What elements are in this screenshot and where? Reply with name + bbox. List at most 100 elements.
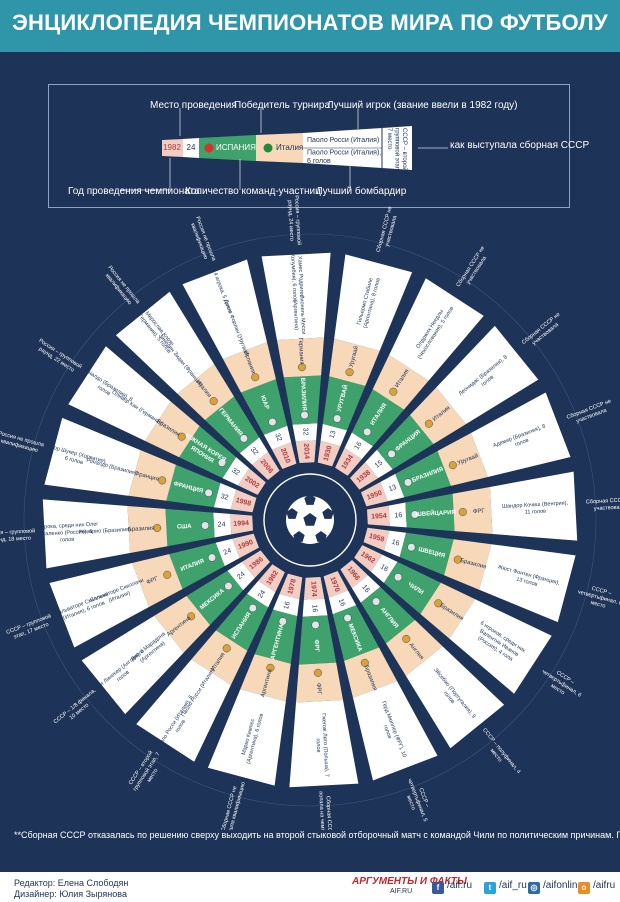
legend-ussr: СССР – второй — [401, 128, 408, 171]
ussr-outcome-label: Сборная СССР не — [325, 796, 333, 830]
top-scorer-label: 11 голов — [525, 509, 547, 516]
social-odnoklassniki[interactable]: o/aifru — [578, 880, 615, 894]
year-cell — [279, 573, 303, 600]
legend-teams: 24 — [187, 143, 196, 152]
legend-label-year: Год проведения чемпионата — [68, 186, 200, 197]
flag-icon — [448, 461, 457, 470]
legend-host-cell — [199, 135, 256, 161]
winner-cell — [386, 620, 443, 676]
instagram-icon: ◎ — [528, 882, 540, 894]
info-cell — [471, 392, 571, 477]
year-cell — [317, 440, 341, 467]
flag-icon — [434, 599, 443, 608]
flag-icon — [222, 644, 231, 653]
year-cell — [252, 451, 280, 480]
legend-label-best-player: Лучший игрок (звание ввели в 1982 году) — [327, 100, 518, 111]
teams-label: 16 — [337, 598, 346, 608]
teams-cell — [213, 512, 232, 538]
social-vk[interactable]: f/aif.ru — [432, 880, 472, 894]
teams-cell — [384, 530, 407, 557]
host-label: БРАЗИЛИЯ — [299, 378, 307, 411]
social-twitter[interactable]: t/aif_ru — [484, 880, 527, 894]
flag-icon — [363, 427, 372, 436]
page-title: ЭНЦИКЛОПЕДИЯ ЧЕМПИОНАТОВ МИРА ПО ФУТБОЛУ — [12, 10, 608, 35]
inner-ring — [263, 473, 357, 567]
winner-cell — [145, 401, 200, 458]
flag-icon — [407, 543, 416, 552]
legend-top-scorer: 6 голов — [307, 158, 331, 165]
info-cell — [490, 471, 578, 541]
year-cell — [295, 440, 317, 463]
info-cell — [479, 544, 576, 623]
winner-cell — [127, 506, 168, 553]
teams-cell — [370, 554, 398, 583]
winner-label: ФРГ — [473, 508, 486, 515]
host-cell — [298, 615, 337, 665]
info-cell — [334, 254, 413, 351]
brand-logo: АРГУМЕНТЫ И ФАКТЫ — [352, 876, 467, 887]
host-label: ЮАР — [259, 395, 270, 411]
info-cell — [449, 599, 552, 694]
winner-cell — [329, 338, 380, 386]
teams-label: 32 — [230, 467, 240, 477]
teams-label: 16 — [394, 512, 402, 519]
flag-icon — [158, 476, 167, 485]
top-scorer-label: Гжегож Лято (Польша), 7 — [320, 713, 329, 777]
ussr-outcome-label: Россия – групповой — [0, 527, 35, 537]
designer-credit: Дизайнер: Юлия Зырянова — [14, 889, 127, 899]
info-cell — [115, 291, 215, 394]
ussr-outcome-label: раунд, 18 место — [0, 536, 31, 544]
flag-icon — [389, 387, 398, 396]
flag-icon — [224, 582, 233, 591]
ussr-outcome-label: попала на чемпионат* — [317, 791, 326, 830]
soccer-ball-icon — [286, 494, 334, 544]
host-label: ФРГ — [313, 639, 320, 652]
flag-icon — [268, 418, 277, 427]
year-cell — [237, 468, 266, 495]
top-scorer-label: голов — [314, 738, 321, 752]
year-cell — [363, 527, 390, 551]
brand-url: AIF.RU — [390, 888, 413, 895]
legend-winner: Италия — [276, 143, 303, 152]
teams-cell — [239, 437, 269, 465]
legend-ussr: групповой этап, — [393, 128, 400, 172]
info-cell — [405, 646, 505, 749]
legend-ussr: 7 место — [386, 128, 392, 150]
teams-cell — [215, 538, 240, 567]
flag-icon — [204, 488, 213, 497]
flag-icon — [300, 411, 309, 420]
legend-label-ussr: как выступала сборная СССР — [450, 140, 590, 151]
teams-label: 16 — [311, 604, 318, 612]
year-label: 1998 — [235, 497, 252, 508]
legend-teams-cell — [183, 138, 199, 158]
flag-icon — [345, 368, 354, 377]
flag-icon — [248, 604, 257, 613]
twitter-icon: t — [484, 882, 496, 894]
winner-label: ФРГ — [146, 576, 160, 586]
host-cell — [405, 493, 455, 532]
teams-label: 16 — [379, 563, 389, 573]
year-cell — [303, 577, 325, 600]
year-label: 1974 — [309, 581, 317, 597]
ussr-outcome-label: СССР – 1/8 финала, — [53, 687, 98, 725]
legend-diagram: 1982 24 ИСПАНИЯ Италия Паоло Росси (Италия) П… — [120, 108, 448, 191]
teams-cell — [344, 432, 373, 460]
winner-label: Бразилия — [128, 526, 155, 533]
info-cell — [68, 346, 171, 441]
footer — [0, 872, 620, 902]
year-label: 1978 — [287, 578, 298, 595]
teams-cell — [388, 502, 407, 528]
social-instagram[interactable]: ◎/aifonline — [528, 880, 583, 894]
year-cell — [340, 560, 368, 589]
flag-icon — [343, 614, 352, 623]
host-cell — [165, 508, 215, 547]
legend-top-scorer: Паоло Росси (Италия), — [307, 150, 381, 157]
info-cell — [49, 563, 149, 648]
teams-cell — [213, 483, 236, 510]
flag-icon — [201, 521, 210, 530]
tournament-segment-1954: 1954 16 ШВЕЙЦАРИЯ ФРГ Шандор Кочиш (Венгрия)… — [367, 471, 620, 541]
